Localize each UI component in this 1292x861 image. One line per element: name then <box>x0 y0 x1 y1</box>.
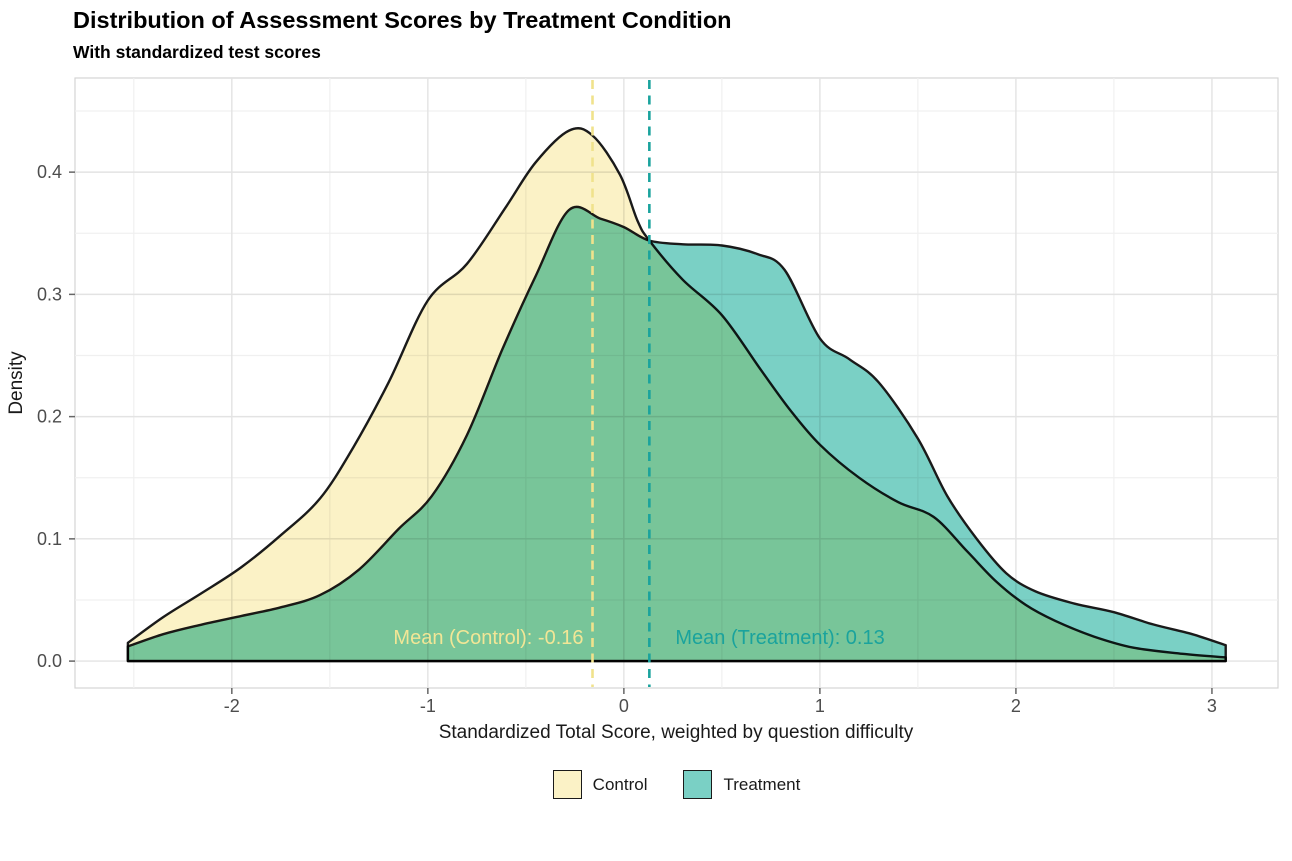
x-tick-label: -1 <box>420 696 436 716</box>
chart-title: Distribution of Assessment Scores by Tre… <box>73 7 732 33</box>
treatment-density-area <box>126 205 1227 663</box>
x-tick-label: -2 <box>224 696 240 716</box>
y-tick-labels: 0.0 0.1 0.2 0.3 0.4 <box>37 162 62 671</box>
y-tick-label: 0.2 <box>37 407 62 427</box>
y-axis-title: Density <box>6 351 27 415</box>
x-tick-label: 3 <box>1207 696 1217 716</box>
chart-subtitle: With standardized test scores <box>73 42 321 62</box>
y-tick-label: 0.0 <box>37 651 62 671</box>
x-tick-label: 2 <box>1011 696 1021 716</box>
y-tick-label: 0.4 <box>37 162 62 182</box>
x-tick-label: 0 <box>619 696 629 716</box>
y-tick-label: 0.3 <box>37 284 62 304</box>
legend: Control Treatment <box>75 770 1278 799</box>
mean-treatment-annotation: Mean (Treatment): 0.13 <box>675 627 884 649</box>
x-axis-title: Standardized Total Score, weighted by qu… <box>439 722 914 743</box>
y-tick-label: 0.1 <box>37 529 62 549</box>
legend-label-control: Control <box>592 774 648 794</box>
legend-swatch-control <box>552 770 582 799</box>
mean-lines <box>591 80 651 687</box>
legend-label-treatment: Treatment <box>723 774 801 794</box>
legend-item-control: Control <box>552 770 648 799</box>
x-tick-label: 1 <box>815 696 825 716</box>
legend-item-treatment: Treatment <box>683 770 800 799</box>
mean-control-annotation: Mean (Control): -0.16 <box>393 627 583 649</box>
legend-swatch-treatment <box>683 770 713 799</box>
x-tick-labels: -2 -1 0 1 2 3 <box>224 696 1217 716</box>
axis-ticks <box>69 171 1213 694</box>
